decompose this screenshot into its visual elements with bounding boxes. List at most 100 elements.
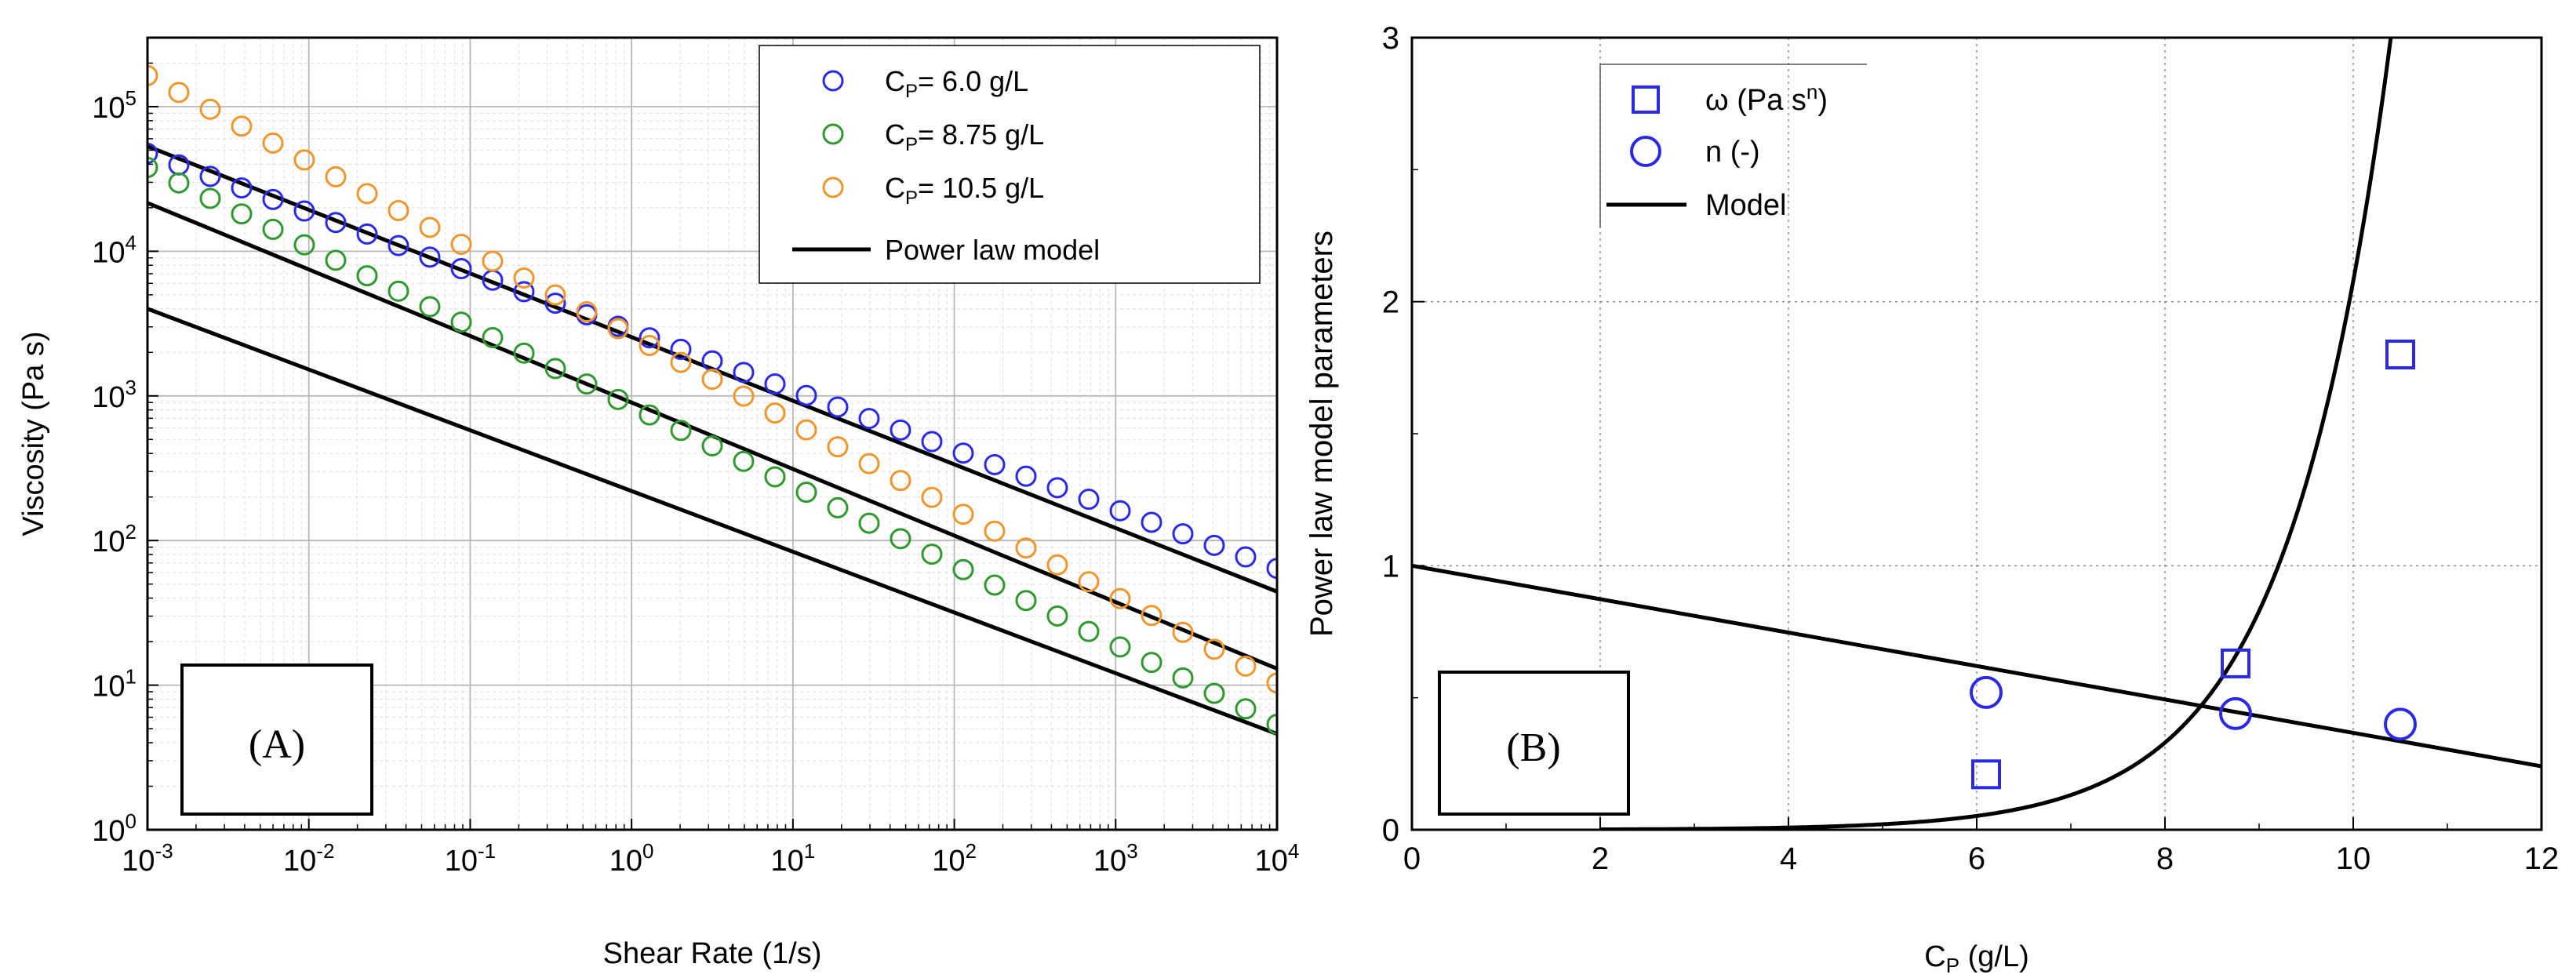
data-point-6-0-g-L xyxy=(1172,523,1194,545)
data-point-8-75-g-L xyxy=(1235,698,1257,720)
data-point-8-75-g-L xyxy=(325,249,347,271)
data-point-8-75-g-L xyxy=(1172,667,1194,689)
data-point-10-5-g-L xyxy=(984,520,1006,542)
data-point-10-5-g-L xyxy=(262,132,284,154)
data-point-6-0-g-L xyxy=(639,327,660,349)
data-point-6-0-g-L xyxy=(1235,546,1257,568)
panel-a-y-axis-label: Viscosity (Pa s) xyxy=(17,331,50,536)
data-point-10-5-g-L xyxy=(1109,587,1131,609)
data-point-6-0-g-L xyxy=(1078,489,1100,511)
data-point-10-5-g-L xyxy=(199,98,221,120)
panel-a: 10-3 10-2 10-1 100 101 102 103 104 100 101 102 103… xyxy=(17,36,1299,970)
data-point-10-5-g-L xyxy=(147,64,158,86)
panel-a-x-axis-label: Shear Rate (1/s) xyxy=(603,937,822,970)
data-point-10-5-g-L xyxy=(293,149,315,171)
y-tick-label: 100 xyxy=(92,809,136,848)
data-point-6-0-g-L xyxy=(293,200,315,222)
x-tick-label: 10-2 xyxy=(283,839,334,878)
data-point-10-5-g-L xyxy=(1141,605,1162,627)
data-point-8-75-g-L xyxy=(670,420,692,442)
data-point-8-75-g-L xyxy=(576,373,598,395)
data-point-6-0-g-L xyxy=(513,281,535,303)
legend-entry-omega: ω (Pa sn) xyxy=(1632,80,1828,117)
data-point-6-0-g-L xyxy=(1266,558,1277,580)
data-point-8-75-g-L xyxy=(450,311,472,333)
data-point-8-75-g-L xyxy=(1078,620,1100,642)
legend-label-n: n (-) xyxy=(1705,136,1760,169)
panel-b-x-axis-label: CP (g/L) xyxy=(1924,940,2029,977)
data-point-8-75-g-L xyxy=(168,172,190,194)
x-tick-label: 10 xyxy=(2336,842,2371,876)
x-tick-label: 101 xyxy=(770,839,815,878)
y-tick-label: 105 xyxy=(92,86,136,125)
model-line-1 xyxy=(147,307,1277,736)
panel-a-label-box xyxy=(180,664,373,816)
data-point-10-5-g-L xyxy=(921,486,943,508)
data-point-10-5-g-L xyxy=(325,165,347,187)
data-point-8-75-g-L xyxy=(513,342,535,364)
x-tick-label: 100 xyxy=(609,839,654,878)
data-point-10-5-g-L xyxy=(168,82,190,104)
y-tick-label: 104 xyxy=(92,231,136,269)
data-point-6-0-g-L xyxy=(984,453,1006,475)
data-point-10-5-g-L xyxy=(952,504,974,525)
data-point-8-75-g-L xyxy=(795,482,817,504)
data-point-8-75-g-L xyxy=(827,496,849,518)
data-point-10-5-g-L xyxy=(231,115,253,137)
data-point-6-0-g-L xyxy=(1203,534,1225,556)
data-point-6-0-g-L xyxy=(764,373,786,395)
data-point-6-0-g-L xyxy=(670,338,692,360)
data-point-6-0-g-L xyxy=(1141,511,1162,533)
data-point-8-75-g-L xyxy=(231,203,253,225)
y-tick-label: 1 xyxy=(1382,549,1399,584)
y-tick-label: 101 xyxy=(92,665,136,704)
data-point-10-5-g-L xyxy=(576,301,598,323)
legend-marker-n xyxy=(1630,136,1661,167)
data-point-6-0-g-L xyxy=(1046,477,1068,499)
data-point-10-5-g-L xyxy=(764,402,786,424)
data-point-6-0-g-L xyxy=(262,188,284,210)
data-point-8-75-g-L xyxy=(1015,590,1037,612)
x-tick-label: 103 xyxy=(1093,839,1138,878)
panel-a-legend-box xyxy=(759,45,1261,284)
data-point-8-75-g-L xyxy=(482,326,504,348)
data-point-10-5-g-L xyxy=(482,250,504,272)
data-point-8-75-g-L xyxy=(890,528,911,550)
data-point-10-5-g-L xyxy=(733,385,755,407)
x-tick-label: 8 xyxy=(2156,842,2174,876)
data-point-8-75-g-L xyxy=(858,512,880,534)
x-tick-label: 12 xyxy=(2524,842,2560,876)
legend-marker-10-5 xyxy=(822,176,844,198)
data-point-10-5-g-L xyxy=(827,436,849,458)
data-point-6-0-g-L xyxy=(450,258,472,280)
panel-b-label-box xyxy=(1438,671,1630,816)
data-point-8-75-g-L xyxy=(293,234,315,256)
data-point-10-5-g-L xyxy=(450,233,472,255)
data-point-10-5-g-L xyxy=(890,470,911,492)
model-omega-curve xyxy=(1599,38,2393,830)
data-point-6-0-g-L xyxy=(1109,500,1131,522)
omega-point xyxy=(2221,648,2250,678)
x-tick-label: 6 xyxy=(1968,842,1985,876)
legend-entry-8-75: CP= 8.75 g/L xyxy=(822,118,1044,155)
data-point-8-75-g-L xyxy=(1046,605,1068,627)
data-point-10-5-g-L xyxy=(1046,554,1068,576)
data-point-8-75-g-L xyxy=(607,388,629,410)
omega-point xyxy=(1971,759,2001,790)
omega-point xyxy=(2385,340,2415,369)
legend-label-6-0: CP= 6.0 g/L xyxy=(885,65,1028,102)
legend-label-model-b: Model xyxy=(1705,189,1787,222)
n-point xyxy=(1970,675,2003,709)
data-point-6-0-g-L xyxy=(858,408,880,430)
data-point-10-5-g-L xyxy=(544,284,566,306)
panel-a-x-ticks: 10-3 10-2 10-1 100 101 102 103 104 xyxy=(122,819,1299,878)
panel-b-y-axis-label: Power law model parameters xyxy=(1304,231,1339,637)
data-point-10-5-g-L xyxy=(1266,672,1277,694)
data-point-10-5-g-L xyxy=(1235,655,1257,677)
data-point-6-0-g-L xyxy=(952,442,974,464)
panel-b-data-points xyxy=(1970,340,2417,790)
data-point-6-0-g-L xyxy=(325,212,347,234)
x-tick-label: 10-3 xyxy=(122,839,173,878)
data-point-8-75-g-L xyxy=(262,218,284,240)
